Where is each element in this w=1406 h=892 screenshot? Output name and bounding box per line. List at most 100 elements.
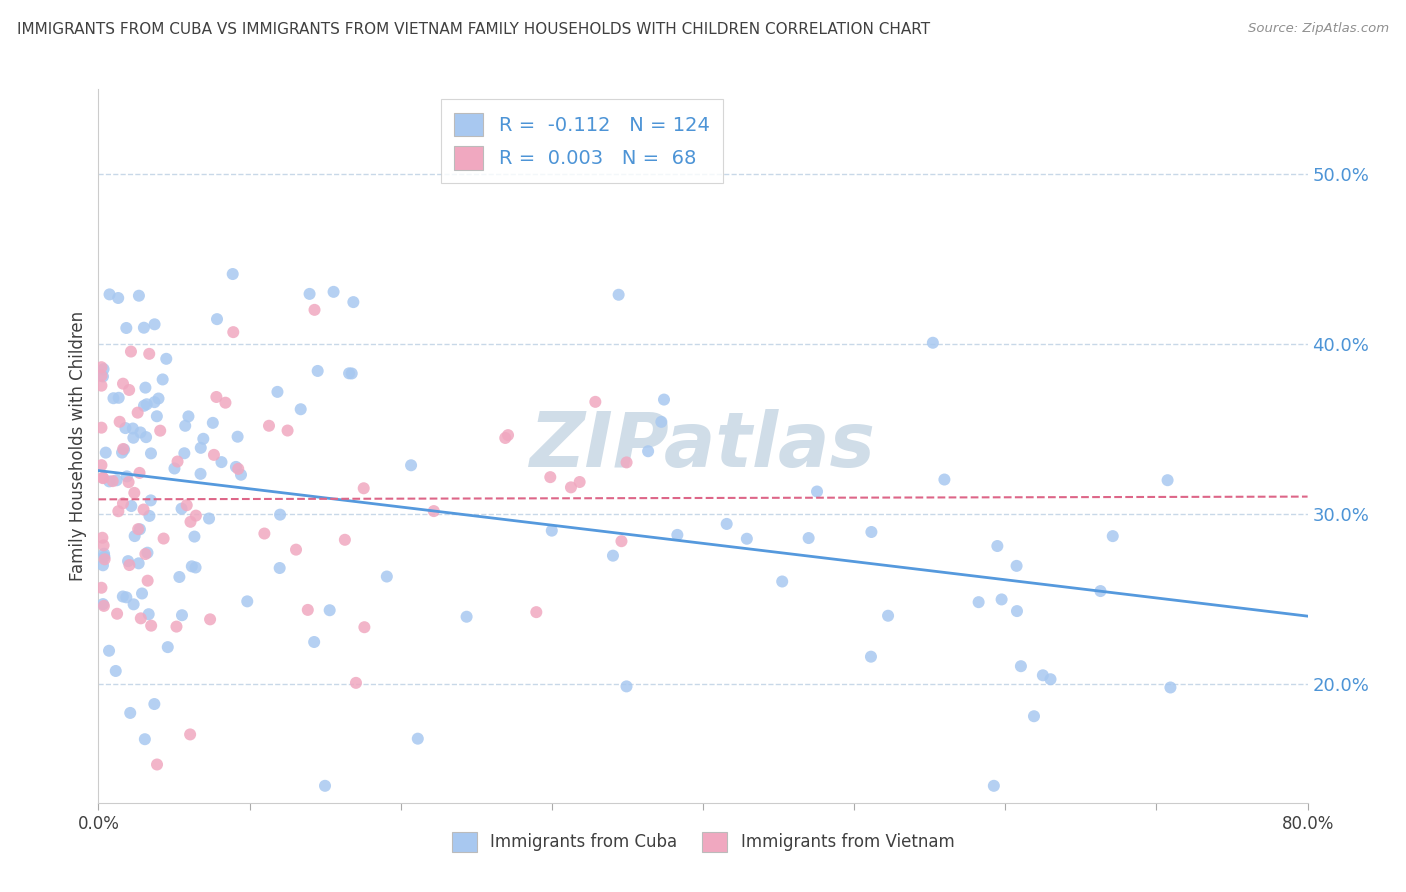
Point [134, 732, 156, 747]
Point [107, 504, 129, 518]
Point [93, 362, 115, 376]
Point [983, 779, 1005, 793]
Point [115, 591, 138, 605]
Point [90, 458, 112, 472]
Point [111, 590, 134, 604]
Point [193, 432, 215, 446]
Point [986, 539, 1008, 553]
Point [277, 424, 299, 438]
Text: Source: ZipAtlas.com: Source: ZipAtlas.com [1249, 22, 1389, 36]
Point [107, 391, 129, 405]
Point [120, 499, 142, 513]
Point [602, 549, 624, 563]
Point [136, 546, 159, 560]
Point [156, 640, 179, 654]
Point [128, 466, 150, 480]
Point [136, 574, 159, 588]
Point [333, 533, 356, 547]
Point [117, 554, 139, 568]
Point [90, 581, 112, 595]
Point [138, 347, 160, 361]
Point [1039, 672, 1062, 686]
Point [134, 547, 156, 561]
Point [496, 428, 519, 442]
Point [131, 586, 153, 600]
Point [1005, 558, 1028, 573]
Point [129, 611, 152, 625]
Point [138, 508, 160, 523]
Point [107, 291, 129, 305]
Y-axis label: Family Households with Children: Family Households with Children [69, 311, 87, 581]
Point [637, 444, 659, 458]
Point [735, 532, 758, 546]
Point [90, 420, 112, 434]
Point [143, 697, 166, 711]
Point [269, 508, 291, 522]
Point [122, 598, 145, 612]
Point [112, 442, 135, 457]
Point [423, 504, 446, 518]
Point [98, 287, 121, 301]
Point [290, 402, 312, 417]
Point [115, 321, 138, 335]
Point [1090, 584, 1112, 599]
Point [226, 430, 249, 444]
Point [257, 418, 280, 433]
Point [138, 607, 160, 622]
Point [180, 559, 202, 574]
Legend: Immigrants from Cuba, Immigrants from Vietnam: Immigrants from Cuba, Immigrants from Vi… [446, 825, 960, 859]
Point [652, 392, 675, 407]
Point [607, 287, 630, 301]
Point [91, 471, 114, 485]
Point [94, 445, 117, 459]
Point [201, 416, 224, 430]
Point [1159, 681, 1181, 695]
Point [141, 618, 163, 632]
Point [101, 474, 124, 488]
Point [135, 430, 157, 444]
Point [198, 511, 221, 525]
Point [98, 475, 121, 489]
Point [108, 415, 131, 429]
Point [344, 676, 367, 690]
Point [1032, 668, 1054, 682]
Point [98, 644, 121, 658]
Text: ZIPatlas: ZIPatlas [530, 409, 876, 483]
Point [177, 409, 200, 424]
Point [127, 522, 149, 536]
Point [120, 706, 142, 720]
Point [139, 493, 162, 508]
Point [104, 664, 127, 678]
Point [716, 516, 738, 531]
Point [456, 609, 478, 624]
Point [117, 475, 139, 489]
Point [176, 498, 198, 512]
Point [616, 679, 638, 693]
Point [934, 473, 956, 487]
Point [163, 461, 186, 475]
Point [860, 524, 883, 539]
Point [115, 469, 138, 483]
Point [583, 395, 606, 409]
Point [225, 459, 247, 474]
Point [111, 376, 134, 391]
Point [170, 608, 193, 623]
Point [121, 421, 143, 435]
Point [149, 424, 172, 438]
Point [91, 558, 114, 573]
Point [183, 530, 205, 544]
Point [91, 471, 114, 485]
Point [770, 574, 793, 589]
Point [211, 455, 233, 469]
Point [538, 470, 561, 484]
Point [111, 496, 134, 510]
Point [302, 635, 325, 649]
Text: IMMIGRANTS FROM CUBA VS IMMIGRANTS FROM VIETNAM FAMILY HOUSEHOLDS WITH CHILDREN : IMMIGRANTS FROM CUBA VS IMMIGRANTS FROM … [17, 22, 929, 37]
Point [184, 508, 207, 523]
Point [146, 409, 169, 424]
Point [314, 779, 336, 793]
Point [666, 528, 689, 542]
Point [342, 295, 364, 310]
Point [540, 524, 562, 538]
Point [118, 558, 141, 572]
